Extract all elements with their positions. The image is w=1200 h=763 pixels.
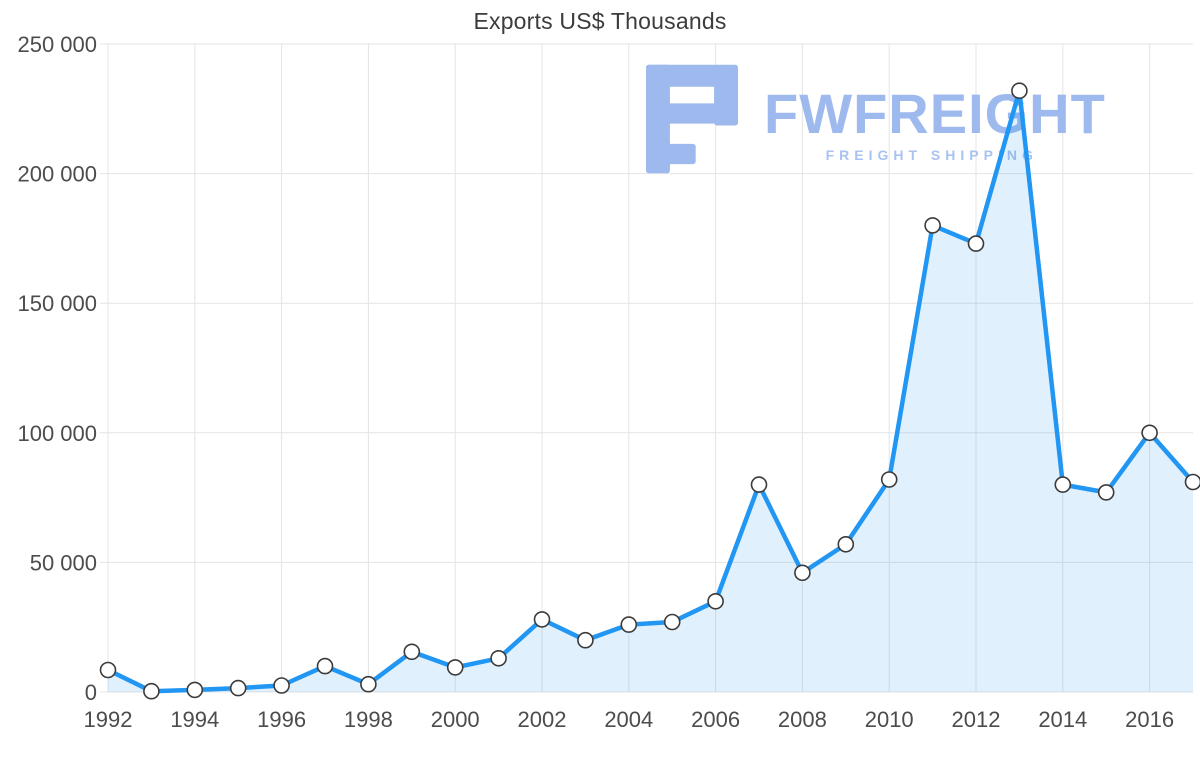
logo-tagline: FREIGHT SHIPPING [825,146,1038,163]
data-point-1992[interactable] [99,661,117,679]
x-axis-label-2000: 2000 [431,707,480,732]
y-axis-label-0: 0 [85,680,97,705]
x-axis-label-2012: 2012 [952,707,1001,732]
x-axis-label-2008: 2008 [778,707,827,732]
data-point-2009[interactable] [837,535,855,553]
data-point-2002[interactable] [533,611,551,628]
data-point-2007[interactable] [750,476,768,493]
x-axis-label-1998: 1998 [344,707,393,732]
data-point-2017[interactable] [1184,473,1200,491]
y-axis-label-1: 50 000 [30,550,97,575]
logo-text-block: FWFREIGHT FREIGHT SHIPPING [764,81,1106,163]
data-point-2003[interactable] [577,631,594,649]
data-point-1997[interactable] [316,657,334,675]
data-point-1995[interactable] [229,679,247,697]
x-axis-label-2016: 2016 [1125,707,1174,732]
x-axis-label-1992: 1992 [84,707,133,732]
x-axis-label-1994: 1994 [170,707,219,732]
data-point-1994[interactable] [186,681,204,699]
data-point-2011[interactable] [924,217,941,234]
logo-wordmark: FWFREIGHT [764,81,1106,145]
x-axis-label-2002: 2002 [518,707,567,732]
x-axis-label-1996: 1996 [257,707,306,732]
series-area-fill [108,90,1193,692]
data-point-2005[interactable] [663,613,681,631]
data-point-2000[interactable] [446,659,464,676]
data-point-2016[interactable] [1141,424,1158,442]
x-axis-label-2006: 2006 [691,707,740,732]
data-point-1998[interactable] [360,675,377,693]
fwfreight-logo-icon [646,64,738,174]
data-point-2006[interactable] [707,592,724,610]
data-point-1996[interactable] [273,677,290,694]
y-axis-label-4: 200 000 [17,162,97,187]
x-axis-label-2004: 2004 [604,707,653,732]
chart-title: Exports US$ Thousands [473,8,727,34]
data-point-2004[interactable] [620,616,638,633]
data-point-2010[interactable] [880,471,898,488]
fwfreight-logo: FWFREIGHT FREIGHT SHIPPING [646,64,1106,174]
data-point-2008[interactable] [794,564,811,582]
y-axis-label-3: 150 000 [17,291,97,316]
x-axis-label-2010: 2010 [865,707,914,732]
x-axis-label-2014: 2014 [1038,707,1087,732]
y-axis-label-5: 250 000 [17,32,97,57]
data-point-2001[interactable] [490,649,507,667]
data-point-1993[interactable] [143,682,160,700]
y-axis-label-2: 100 000 [17,421,97,446]
data-point-2014[interactable] [1054,476,1072,493]
data-point-2015[interactable] [1097,484,1115,501]
data-point-1999[interactable] [403,643,421,661]
data-point-2012[interactable] [967,235,985,252]
data-point-2013[interactable] [1011,82,1028,99]
